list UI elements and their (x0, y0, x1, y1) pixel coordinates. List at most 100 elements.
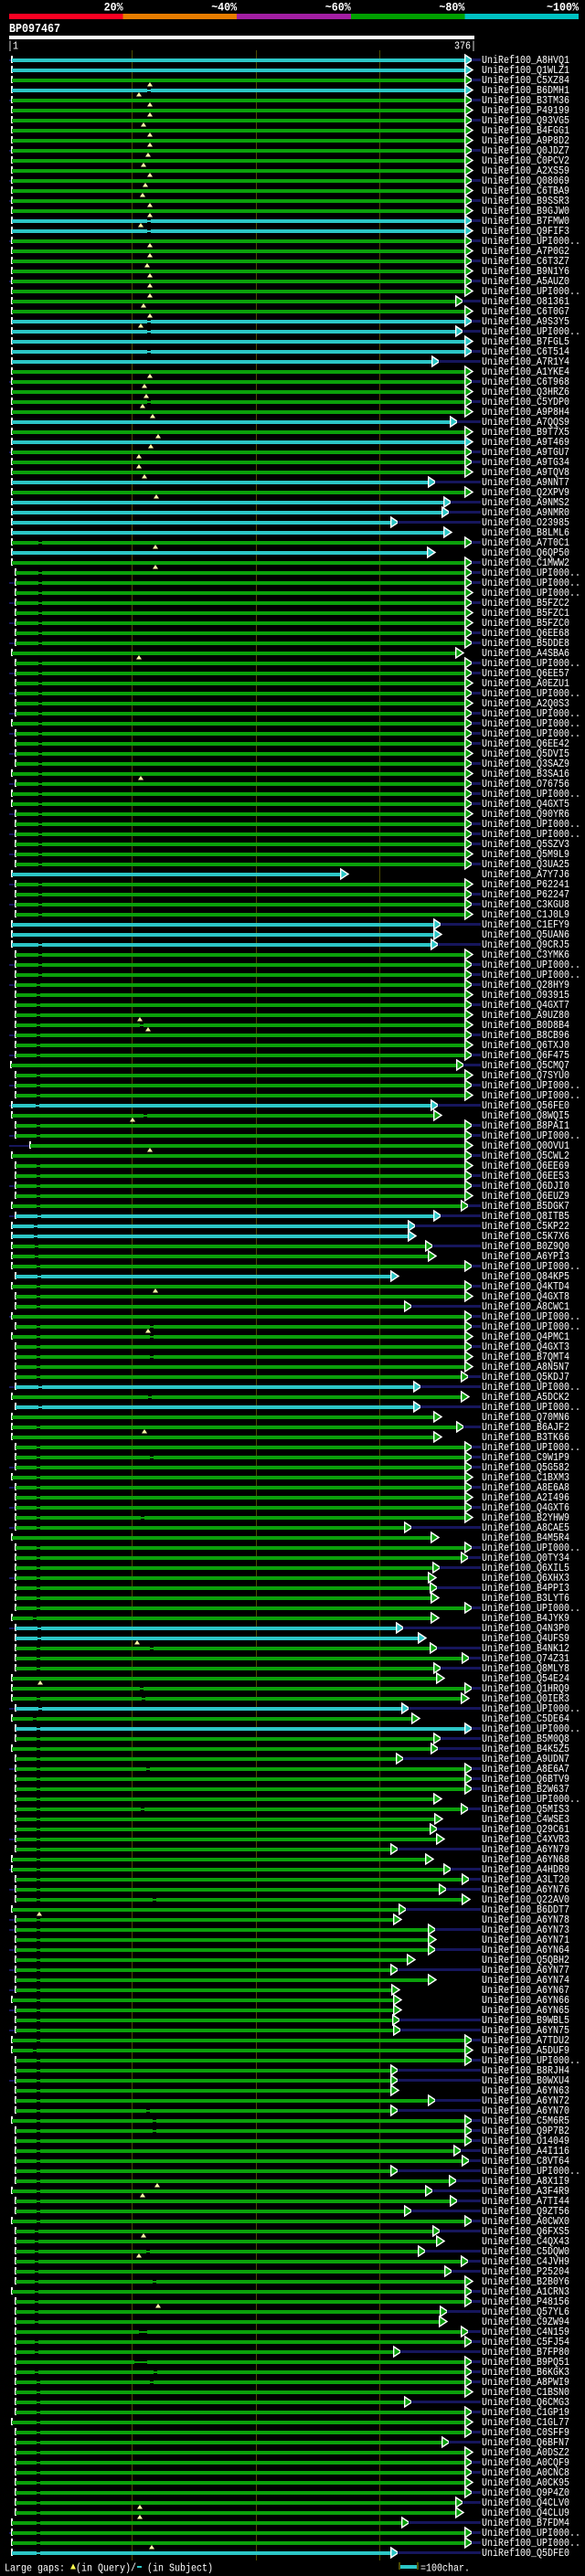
svg-text:UniRef100_B8CB96: UniRef100_B8CB96 (482, 1029, 569, 1042)
svg-text:UniRef100_A3LT20: UniRef100_A3LT20 (482, 1873, 569, 1886)
svg-text:UniRef100_B9SSR3: UniRef100_B9SSR3 (482, 195, 569, 207)
svg-text:UniRef100_A7TDU2: UniRef100_A7TDU2 (482, 2034, 569, 2047)
svg-text:UniRef100_B2YHW9: UniRef100_B2YHW9 (482, 1511, 569, 1524)
svg-text:UniRef100_Q6EUZ9: UniRef100_Q6EUZ9 (482, 1190, 569, 1203)
svg-text:UniRef100_A1CRN3: UniRef100_A1CRN3 (482, 2285, 569, 2298)
svg-text:UniRef100_A9TQV8: UniRef100_A9TQV8 (482, 466, 569, 479)
svg-text:UniRef100_P49199: UniRef100_P49199 (482, 104, 569, 117)
svg-text:UniRef100_UPI000..: UniRef100_UPI000.. (482, 1310, 580, 1323)
svg-text:UniRef100_B9WBL5: UniRef100_B9WBL5 (482, 2014, 569, 2027)
svg-text:UniRef100_A5DCK2: UniRef100_A5DCK2 (482, 1391, 569, 1404)
svg-text:UniRef100_A9T469: UniRef100_A9T469 (482, 436, 569, 449)
svg-text:UniRef100_UPI000..: UniRef100_UPI000.. (482, 1602, 580, 1615)
svg-text:UniRef100_UPI000..: UniRef100_UPI000.. (482, 1260, 580, 1273)
svg-text:UniRef100_C6T3Z7: UniRef100_C6T3Z7 (482, 255, 569, 268)
svg-text:UniRef100_C4XVR3: UniRef100_C4XVR3 (482, 1833, 569, 1846)
svg-text:UniRef100_UPI000..: UniRef100_UPI000.. (482, 325, 580, 338)
svg-text:UniRef100_B9PQ51: UniRef100_B9PQ51 (482, 2356, 569, 2369)
svg-text:UniRef100_B4M5R4: UniRef100_B4M5R4 (482, 1532, 569, 1544)
svg-text:UniRef100_B8PAI1: UniRef100_B8PAI1 (482, 1119, 569, 1132)
svg-text:UniRef100_A9NNT7: UniRef100_A9NNT7 (482, 476, 569, 489)
svg-text:UniRef100_C6T514: UniRef100_C6T514 (482, 345, 569, 358)
svg-text:UniRef100_Q0OVU1: UniRef100_Q0OVU1 (482, 1140, 569, 1152)
svg-text:UniRef100_Q5QBH2: UniRef100_Q5QBH2 (482, 1954, 569, 1966)
svg-text:UniRef100_Q9P4Z0: UniRef100_Q9P4Z0 (482, 2486, 569, 2499)
svg-text:UniRef100_C4QX43: UniRef100_C4QX43 (482, 2235, 569, 2248)
svg-text:UniRef100_A0CNC8: UniRef100_A0CNC8 (482, 2466, 569, 2479)
svg-text:(in Subject): (in Subject) (147, 2562, 213, 2575)
svg-text:UniRef100_Q5M9L9: UniRef100_Q5M9L9 (482, 848, 569, 861)
svg-text:UniRef100_A6YN68: UniRef100_A6YN68 (482, 1853, 569, 1866)
svg-text:UniRef100_Q54E24: UniRef100_Q54E24 (482, 1672, 569, 1685)
svg-text:UniRef100_UPI000..: UniRef100_UPI000.. (482, 2054, 580, 2067)
svg-text:UniRef100_Q6FXS5: UniRef100_Q6FXS5 (482, 2225, 569, 2238)
svg-text:UniRef100_Q57YL6: UniRef100_Q57YL6 (482, 2306, 569, 2318)
svg-text:UniRef100_UPI000..: UniRef100_UPI000.. (482, 818, 580, 831)
svg-text:UniRef100_Q5DVI5: UniRef100_Q5DVI5 (482, 747, 569, 760)
svg-text:UniRef100_Q56FE0: UniRef100_Q56FE0 (482, 1099, 569, 1112)
svg-text:UniRef100_UPI000..: UniRef100_UPI000.. (482, 788, 580, 800)
svg-text:UniRef100_C5DE64: UniRef100_C5DE64 (482, 1712, 569, 1725)
svg-text:UniRef100_Q4GXT7: UniRef100_Q4GXT7 (482, 999, 569, 1012)
svg-text:UniRef100_Q74Z31: UniRef100_Q74Z31 (482, 1652, 569, 1665)
svg-text:~40%: ~40% (211, 1, 237, 15)
svg-text:UniRef100_C8VT64: UniRef100_C8VT64 (482, 2155, 569, 2168)
svg-text:~100%: ~100% (547, 1, 579, 15)
svg-text:UniRef100_UPI000..: UniRef100_UPI000.. (482, 587, 580, 599)
svg-text:UniRef100_A5AUZ0: UniRef100_A5AUZ0 (482, 275, 569, 288)
svg-text:UniRef100_A9S3Y5: UniRef100_A9S3Y5 (482, 315, 569, 328)
svg-text:UniRef100_Q0JDZ7: UniRef100_Q0JDZ7 (482, 144, 569, 157)
svg-text:UniRef100_Q6QP50: UniRef100_Q6QP50 (482, 546, 569, 559)
svg-text:UniRef100_Q5SZV3: UniRef100_Q5SZV3 (482, 838, 569, 851)
svg-text:UniRef100_B0WXU4: UniRef100_B0WXU4 (482, 2074, 569, 2087)
svg-text:BP097467: BP097467 (9, 22, 60, 37)
svg-text:UniRef100_B7FP80: UniRef100_B7FP80 (482, 2346, 569, 2359)
svg-text:UniRef100_A3F4R9: UniRef100_A3F4R9 (482, 2185, 569, 2198)
svg-text:|1: |1 (7, 40, 18, 53)
svg-text:UniRef100_Q5UAN6: UniRef100_Q5UAN6 (482, 928, 569, 941)
svg-text:UniRef100_Q3UA25: UniRef100_Q3UA25 (482, 858, 569, 871)
svg-text:UniRef100_B0D8B4: UniRef100_B0D8B4 (482, 1019, 569, 1032)
svg-text:UniRef100_Q6F475: UniRef100_Q6F475 (482, 1049, 569, 1062)
svg-text:UniRef100_B6DDT7: UniRef100_B6DDT7 (482, 1903, 569, 1916)
svg-text:=100char.: =100char. (420, 2562, 470, 2575)
svg-text:UniRef100_UPI000..: UniRef100_UPI000.. (482, 2537, 580, 2549)
svg-text:UniRef100_Q6EE53: UniRef100_Q6EE53 (482, 1170, 569, 1182)
svg-text:UniRef100_A8PWI9: UniRef100_A8PWI9 (482, 2376, 569, 2389)
svg-text:UniRef100_B3TM36: UniRef100_B3TM36 (482, 94, 569, 107)
svg-text:UniRef100_B8LML6: UniRef100_B8LML6 (482, 526, 569, 539)
svg-text:UniRef100_Q6DJI0: UniRef100_Q6DJI0 (482, 1180, 569, 1193)
svg-text:UniRef100_B9N1Y6: UniRef100_B9N1Y6 (482, 265, 569, 278)
svg-text:UniRef100_B2B0Y6: UniRef100_B2B0Y6 (482, 2275, 569, 2288)
svg-text:UniRef100_C4N159: UniRef100_C4N159 (482, 2326, 569, 2338)
svg-text:UniRef100_A6YN76: UniRef100_A6YN76 (482, 1883, 569, 1896)
svg-text:UniRef100_A5DUF9: UniRef100_A5DUF9 (482, 2044, 569, 2057)
svg-text:UniRef100_C0SFF9: UniRef100_C0SFF9 (482, 2426, 569, 2439)
svg-text:UniRef100_Q90YR6: UniRef100_Q90YR6 (482, 808, 569, 821)
svg-text:UniRef100_Q5KDJ7: UniRef100_Q5KDJ7 (482, 1371, 569, 1383)
svg-text:UniRef100_Q6CMG3: UniRef100_Q6CMG3 (482, 2396, 569, 2409)
svg-text:UniRef100_Q6XIL5: UniRef100_Q6XIL5 (482, 1562, 569, 1574)
svg-text:UniRef100_UPI000..: UniRef100_UPI000.. (482, 1381, 580, 1394)
svg-text:UniRef100_C3YMK6: UniRef100_C3YMK6 (482, 949, 569, 961)
svg-text:UniRef100_UPI000..: UniRef100_UPI000.. (482, 1401, 580, 1414)
svg-text:~80%: ~80% (439, 1, 464, 15)
svg-text:UniRef100_A6YN74: UniRef100_A6YN74 (482, 1974, 569, 1987)
svg-text:UniRef100_UPI000..: UniRef100_UPI000.. (482, 687, 580, 700)
svg-text:UniRef100_Q6EE57: UniRef100_Q6EE57 (482, 667, 569, 680)
svg-text:UniRef100_C1GL77: UniRef100_C1GL77 (482, 2416, 569, 2429)
svg-text:UniRef100_P62241: UniRef100_P62241 (482, 878, 569, 891)
svg-text:UniRef100_A6YN63: UniRef100_A6YN63 (482, 2084, 569, 2097)
svg-text:UniRef100_UPI000..: UniRef100_UPI000.. (482, 657, 580, 670)
svg-text:UniRef100_Q6TXJ0: UniRef100_Q6TXJ0 (482, 1039, 569, 1052)
svg-text:UniRef100_O93915: UniRef100_O93915 (482, 989, 569, 1002)
svg-text:UniRef100_Q28HY9: UniRef100_Q28HY9 (482, 979, 569, 991)
svg-text:UniRef100_Q08069: UniRef100_Q08069 (482, 175, 569, 187)
svg-text:UniRef100_A8E6A7: UniRef100_A8E6A7 (482, 1763, 569, 1776)
svg-text:UniRef100_UPI000..: UniRef100_UPI000.. (482, 1441, 580, 1454)
svg-text:UniRef100_Q4KTD4: UniRef100_Q4KTD4 (482, 1280, 569, 1293)
svg-text:UniRef100_Q6BTV9: UniRef100_Q6BTV9 (482, 1773, 569, 1786)
svg-text:UniRef100_A6YPI3: UniRef100_A6YPI3 (482, 1250, 569, 1263)
svg-text:UniRef100_B5M0Q8: UniRef100_B5M0Q8 (482, 1733, 569, 1745)
svg-text:UniRef100_C1MWW2: UniRef100_C1MWW2 (482, 557, 569, 569)
